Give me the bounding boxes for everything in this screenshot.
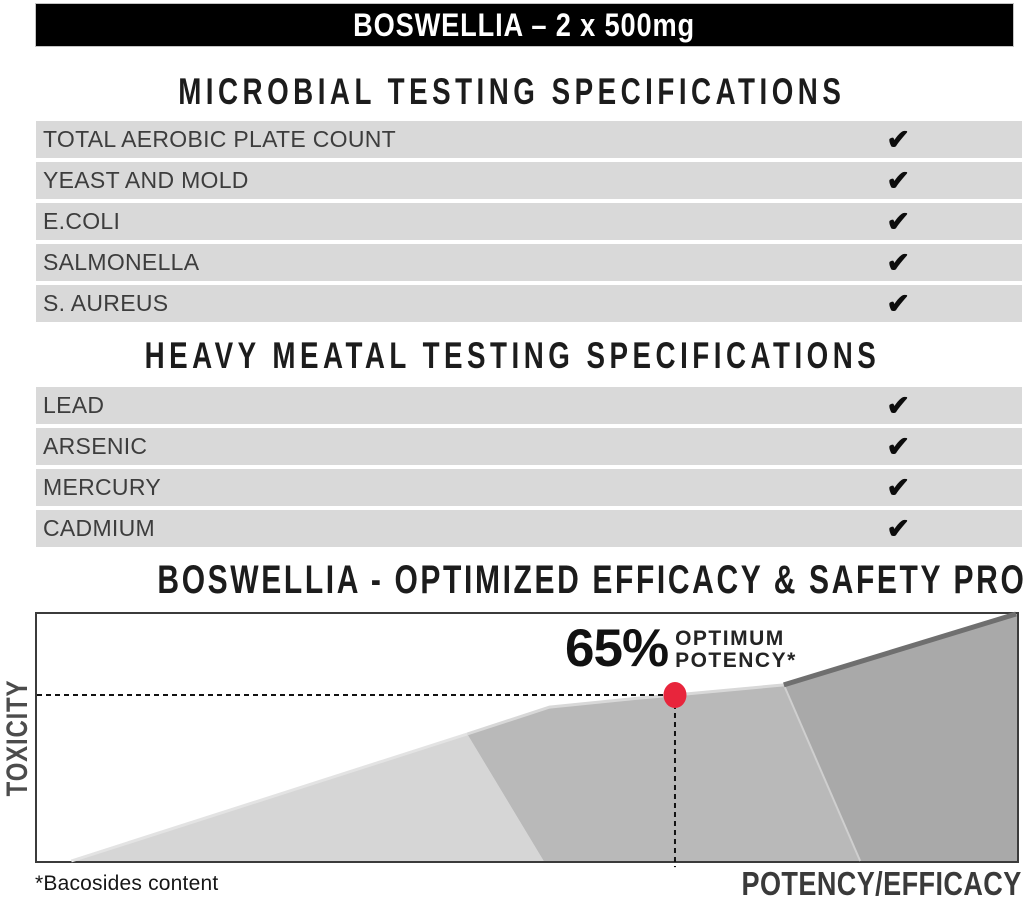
heavy-metal-spec-table: LEAD ✔ ARSENIC ✔ MERCURY ✔ CADMIUM ✔ (36, 387, 1022, 547)
check-icon: ✔ (886, 123, 910, 155)
spec-label: E.COLI (43, 208, 121, 234)
check-icon: ✔ (886, 287, 910, 319)
microbial-section-heading: MICROBIAL TESTING SPECIFICATIONS (0, 73, 1024, 110)
spec-label: YEAST AND MOLD (43, 167, 249, 193)
profile-section-heading-text: BOSWELLIA - OPTIMIZED EFFICACY & SAFETY … (157, 558, 1024, 602)
check-icon: ✔ (886, 389, 910, 421)
efficacy-safety-chart: TOXICITY 65% OPTIMUM POTENCY* (1, 611, 1019, 868)
spec-label: ARSENIC (43, 433, 148, 459)
optimum-label-line2: POTENCY* (675, 649, 797, 672)
heavy-metal-section-heading: HEAVY MEATAL TESTING SPECIFICATIONS (0, 337, 1024, 374)
spec-label: CADMIUM (43, 515, 155, 541)
spec-row: S. AUREUS ✔ (36, 285, 1022, 322)
optimum-label-line1: OPTIMUM (675, 627, 785, 650)
check-icon: ✔ (886, 164, 910, 196)
spec-label: S. AUREUS (43, 290, 169, 316)
x-axis-label-text: POTENCY/EFFICACY (741, 865, 1022, 901)
footnote: *Bacosides content (35, 872, 219, 895)
check-icon: ✔ (886, 246, 910, 278)
optimum-point-marker (663, 682, 687, 709)
spec-row: MERCURY ✔ (36, 469, 1022, 506)
spec-row: YEAST AND MOLD ✔ (36, 162, 1022, 199)
product-header-bar: BOSWELLIA – 2 x 500mg (35, 3, 1014, 47)
product-title: BOSWELLIA – 2 x 500mg (353, 6, 696, 43)
zone-separator (782, 684, 862, 862)
microbial-spec-table: TOTAL AEROBIC PLATE COUNT ✔ YEAST AND MOLD… (36, 121, 1022, 322)
check-icon: ✔ (886, 471, 910, 503)
spec-label: MERCURY (43, 474, 161, 500)
y-axis-label: TOXICITY (1, 679, 34, 796)
slope-highlight-mid (466, 683, 784, 736)
y-axis-label-wrap: TOXICITY (0, 614, 36, 861)
spec-label: LEAD (43, 392, 105, 418)
check-icon: ✔ (886, 430, 910, 462)
spec-row: TOTAL AEROBIC PLATE COUNT ✔ (36, 121, 1022, 158)
optimum-label: OPTIMUM POTENCY* (675, 625, 797, 672)
slope-highlight-left (70, 732, 468, 863)
spec-row: SALMONELLA ✔ (36, 244, 1022, 281)
check-icon: ✔ (886, 512, 910, 544)
optimum-annotation: 65% OPTIMUM POTENCY* (565, 619, 797, 678)
x-axis-label: POTENCY/EFFICACY (680, 865, 1022, 901)
check-icon: ✔ (886, 205, 910, 237)
zone-low-potency (71, 734, 544, 861)
spec-label: SALMONELLA (43, 249, 200, 275)
spec-row: E.COLI ✔ (36, 203, 1022, 240)
spec-label: TOTAL AEROBIC PLATE COUNT (43, 126, 396, 152)
heavy-metal-section-heading-text: HEAVY MEATAL TESTING SPECIFICATIONS (144, 335, 880, 376)
zone-high-potency (783, 614, 1017, 861)
profile-chart-svg (37, 611, 1017, 868)
spec-row: ARSENIC ✔ (36, 428, 1022, 465)
profile-section-heading: BOSWELLIA - OPTIMIZED EFFICACY & SAFETY … (0, 560, 1024, 600)
steep-toxicity-ridge (783, 611, 1017, 688)
zone-optimum-potency (467, 684, 861, 861)
spec-row: CADMIUM ✔ (36, 510, 1022, 547)
spec-row: LEAD ✔ (36, 387, 1022, 424)
microbial-section-heading-text: MICROBIAL TESTING SPECIFICATIONS (178, 71, 846, 112)
optimum-percent-value: 65% (565, 619, 669, 678)
